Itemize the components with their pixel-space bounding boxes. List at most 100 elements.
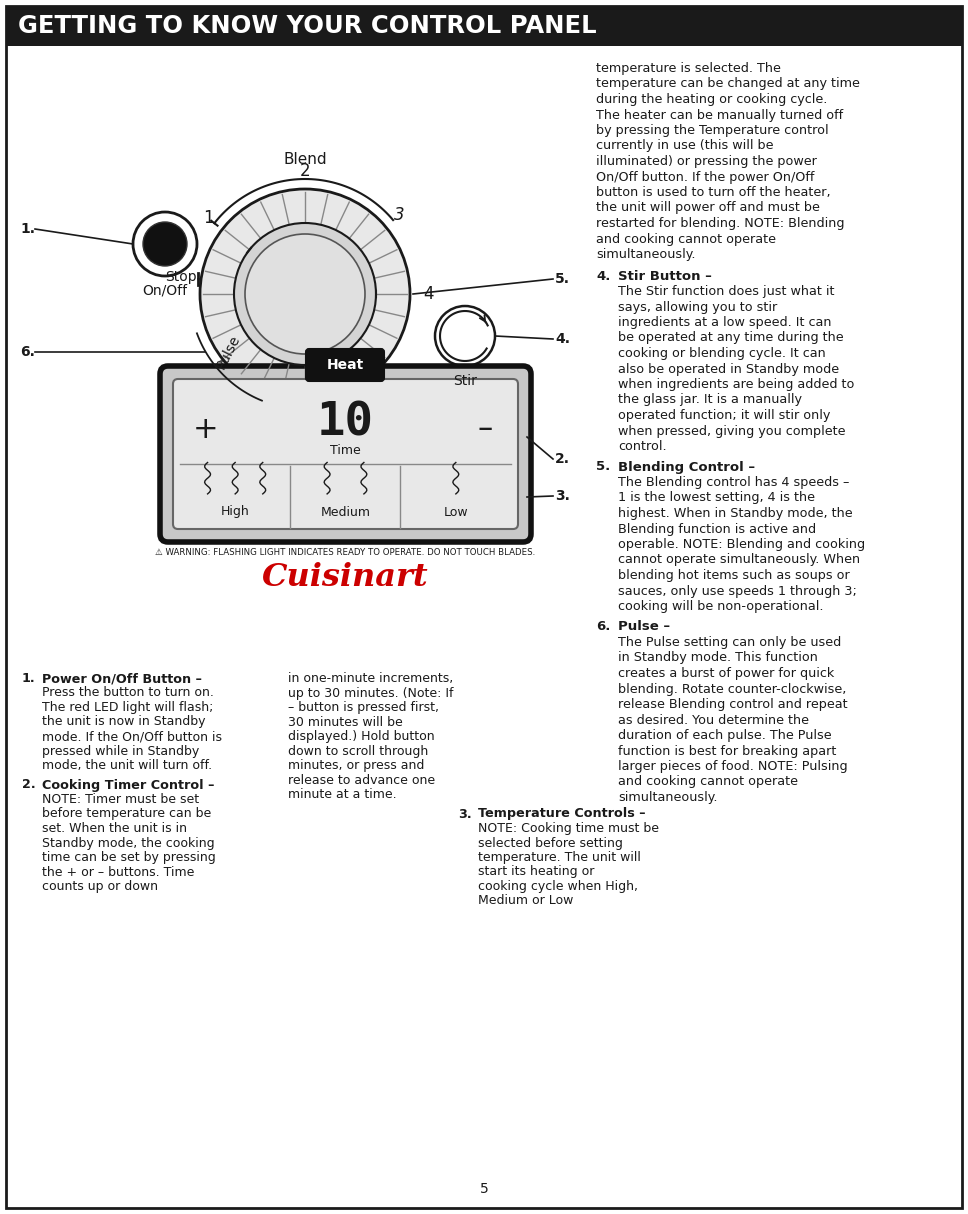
Text: 6.: 6. [596, 620, 611, 634]
Text: 3: 3 [394, 206, 405, 223]
Text: function is best for breaking apart: function is best for breaking apart [618, 744, 836, 758]
Bar [6, 6, 962, 46]
Text: Stir Button –: Stir Button – [618, 270, 711, 283]
Text: mode. If the On/Off button is: mode. If the On/Off button is [42, 730, 222, 743]
Text: ⚠ WARNING: FLASHING LIGHT INDICATES READY TO OPERATE. DO NOT TOUCH BLADES.: ⚠ WARNING: FLASHING LIGHT INDICATES READ… [155, 548, 535, 557]
Text: mode, the unit will turn off.: mode, the unit will turn off. [42, 759, 212, 772]
Circle shape [234, 223, 376, 365]
Text: Heat: Heat [326, 358, 364, 371]
Text: NOTE: Timer must be set: NOTE: Timer must be set [42, 793, 199, 806]
Text: On/Off: On/Off [142, 284, 188, 297]
Text: says, allowing you to stir: says, allowing you to stir [618, 301, 777, 313]
Text: blending hot items such as soups or: blending hot items such as soups or [618, 569, 850, 582]
Text: minute at a time.: minute at a time. [288, 788, 397, 801]
Text: High: High [221, 505, 250, 518]
Text: by pressing the Temperature control: by pressing the Temperature control [596, 124, 829, 137]
Text: 1.: 1. [20, 222, 35, 236]
Text: counts up or down: counts up or down [42, 880, 158, 894]
Text: Medium: Medium [320, 505, 371, 518]
Text: simultaneously.: simultaneously. [596, 248, 695, 261]
Circle shape [435, 306, 495, 365]
Text: cooking or blending cycle. It can: cooking or blending cycle. It can [618, 347, 826, 361]
Text: Time: Time [330, 444, 360, 458]
Text: NOTE: Cooking time must be: NOTE: Cooking time must be [478, 822, 659, 835]
Text: larger pieces of food. NOTE: Pulsing: larger pieces of food. NOTE: Pulsing [618, 760, 848, 773]
Text: and cooking cannot operate: and cooking cannot operate [618, 776, 798, 789]
Circle shape [200, 189, 410, 399]
Text: Blend: Blend [284, 152, 327, 168]
FancyBboxPatch shape [173, 379, 518, 529]
Circle shape [245, 234, 365, 354]
Text: Cooking Timer Control –: Cooking Timer Control – [42, 778, 214, 792]
Text: release Blending control and repeat: release Blending control and repeat [618, 698, 848, 711]
Text: and cooking cannot operate: and cooking cannot operate [596, 233, 776, 245]
Text: selected before setting: selected before setting [478, 836, 622, 850]
Text: in one-minute increments,: in one-minute increments, [288, 673, 453, 685]
Text: Press the button to turn on.: Press the button to turn on. [42, 686, 214, 699]
Text: Pulse –: Pulse – [618, 620, 670, 634]
Circle shape [143, 222, 187, 266]
Text: operable. NOTE: Blending and cooking: operable. NOTE: Blending and cooking [618, 538, 865, 551]
Text: when pressed, giving you complete: when pressed, giving you complete [618, 425, 845, 437]
Text: Stir: Stir [453, 374, 477, 388]
Text: up to 30 minutes. (Note: If: up to 30 minutes. (Note: If [288, 686, 453, 699]
Text: 6.: 6. [20, 345, 35, 359]
Text: 1.: 1. [22, 673, 36, 685]
Text: when ingredients are being added to: when ingredients are being added to [618, 378, 855, 391]
Text: The heater can be manually turned off: The heater can be manually turned off [596, 108, 843, 121]
Text: button is used to turn off the heater,: button is used to turn off the heater, [596, 186, 831, 199]
Text: temperature can be changed at any time: temperature can be changed at any time [596, 78, 860, 91]
Text: Blending function is active and: Blending function is active and [618, 522, 816, 535]
Text: in Standby mode. This function: in Standby mode. This function [618, 652, 818, 664]
Text: –: – [477, 414, 493, 443]
Text: time can be set by pressing: time can be set by pressing [42, 851, 216, 864]
Text: pressed while in Standby: pressed while in Standby [42, 744, 199, 758]
Text: On/Off button. If the power On/Off: On/Off button. If the power On/Off [596, 170, 814, 183]
Text: blending. Rotate counter-clockwise,: blending. Rotate counter-clockwise, [618, 682, 846, 696]
Text: down to scroll through: down to scroll through [288, 744, 428, 758]
Text: the unit will power off and must be: the unit will power off and must be [596, 202, 820, 215]
Text: 2.: 2. [555, 452, 570, 466]
Text: cooking cycle when High,: cooking cycle when High, [478, 880, 638, 894]
Text: Temperature Controls –: Temperature Controls – [478, 807, 646, 821]
Text: ingredients at a low speed. It can: ingredients at a low speed. It can [618, 316, 832, 329]
Text: Stop: Stop [166, 270, 197, 284]
FancyBboxPatch shape [306, 348, 384, 381]
FancyBboxPatch shape [160, 365, 531, 541]
Text: the + or – buttons. Time: the + or – buttons. Time [42, 866, 195, 879]
Text: start its heating or: start its heating or [478, 866, 594, 879]
Text: the unit is now in Standby: the unit is now in Standby [42, 715, 205, 728]
Text: Standby mode, the cooking: Standby mode, the cooking [42, 836, 215, 850]
Text: +: + [194, 414, 219, 443]
Text: The Blending control has 4 speeds –: The Blending control has 4 speeds – [618, 476, 849, 489]
Text: temperature is selected. The: temperature is selected. The [596, 62, 781, 75]
Text: GETTING TO KNOW YOUR CONTROL PANEL: GETTING TO KNOW YOUR CONTROL PANEL [18, 15, 596, 38]
Text: during the heating or cooking cycle.: during the heating or cooking cycle. [596, 93, 828, 106]
Text: creates a burst of power for quick: creates a burst of power for quick [618, 666, 834, 680]
Text: release to advance one: release to advance one [288, 773, 436, 787]
Text: 4.: 4. [555, 331, 570, 346]
Text: The Stir function does just what it: The Stir function does just what it [618, 285, 834, 297]
Text: 5.: 5. [596, 460, 610, 473]
Text: 10: 10 [317, 401, 374, 446]
Text: operated function; it will stir only: operated function; it will stir only [618, 409, 831, 422]
Text: before temperature can be: before temperature can be [42, 807, 211, 821]
Text: Power On/Off Button –: Power On/Off Button – [42, 673, 202, 685]
Text: 2: 2 [300, 161, 311, 180]
Text: minutes, or press and: minutes, or press and [288, 759, 424, 772]
Text: Blending Control –: Blending Control – [618, 460, 755, 473]
Text: currently in use (this will be: currently in use (this will be [596, 140, 773, 153]
Text: control.: control. [618, 439, 667, 453]
Text: The red LED light will flash;: The red LED light will flash; [42, 700, 213, 714]
Text: simultaneously.: simultaneously. [618, 792, 717, 804]
Text: Medium or Low: Medium or Low [478, 895, 573, 908]
Text: 2.: 2. [22, 778, 36, 792]
Text: sauces, only use speeds 1 through 3;: sauces, only use speeds 1 through 3; [618, 584, 857, 597]
Text: 4.: 4. [596, 270, 611, 283]
Text: 30 minutes will be: 30 minutes will be [288, 715, 403, 728]
Text: 1: 1 [202, 209, 213, 227]
Text: – button is pressed first,: – button is pressed first, [288, 700, 439, 714]
Text: 3.: 3. [458, 807, 471, 821]
Text: displayed.) Hold button: displayed.) Hold button [288, 730, 435, 743]
Text: be operated at any time during the: be operated at any time during the [618, 331, 844, 345]
